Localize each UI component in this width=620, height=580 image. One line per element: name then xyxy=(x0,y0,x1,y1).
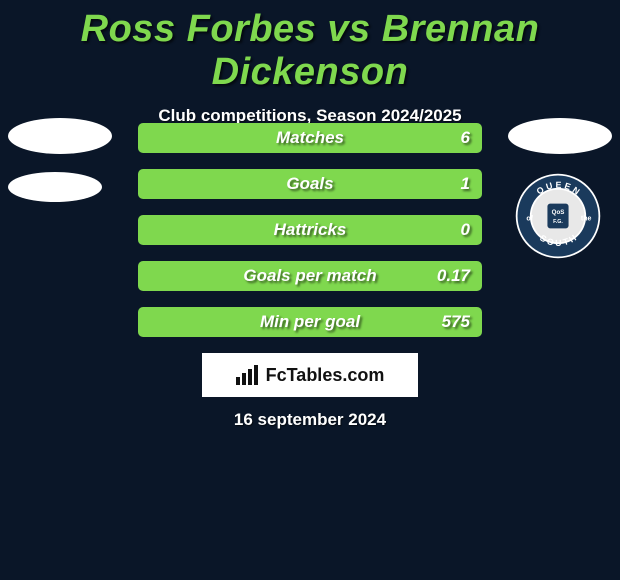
svg-text:QoS: QoS xyxy=(552,209,565,216)
fctables-logo-icon xyxy=(236,365,260,385)
svg-text:F.G.: F.G. xyxy=(553,219,563,225)
stat-bar: Min per goal 575 xyxy=(138,307,482,337)
player-avatar-placeholder xyxy=(508,118,612,154)
stat-bar: Goals per match 0.17 xyxy=(138,261,482,291)
stat-bar-label: Min per goal xyxy=(260,312,360,332)
right-avatar-column: Q U E E N S O U T H of the QoS F.G. xyxy=(508,118,612,260)
stat-bar: Goals 1 xyxy=(138,169,482,199)
comparison-title: Ross Forbes vs Brennan Dickenson xyxy=(0,0,620,94)
queen-of-south-badge-icon: Q U E E N S O U T H of the QoS F.G. xyxy=(508,172,608,260)
left-avatar-column xyxy=(8,118,112,202)
fctables-label: FcTables.com xyxy=(266,365,385,386)
stat-bar-label: Goals xyxy=(286,174,333,194)
stat-bar-value: 0.17 xyxy=(437,266,470,286)
stat-bar-value: 6 xyxy=(461,128,470,148)
stat-bar: Matches 6 xyxy=(138,123,482,153)
fctables-attribution: FcTables.com xyxy=(202,353,418,397)
snapshot-date: 16 september 2024 xyxy=(0,410,620,430)
club-logo-placeholder xyxy=(8,172,102,202)
stat-bar: Hattricks 0 xyxy=(138,215,482,245)
stat-bar-value: 1 xyxy=(461,174,470,194)
svg-text:the: the xyxy=(581,215,592,222)
stat-bars: Matches 6 Goals 1 Hattricks 0 Goals per match 0… xyxy=(138,123,482,337)
svg-text:of: of xyxy=(526,215,533,222)
club-badge-qos: Q U E E N S O U T H of the QoS F.G. xyxy=(508,172,608,260)
player-avatar-placeholder xyxy=(8,118,112,154)
stat-bar-label: Hattricks xyxy=(274,220,347,240)
stat-bar-label: Goals per match xyxy=(243,266,376,286)
stat-bar-value: 575 xyxy=(442,312,470,332)
stat-bar-label: Matches xyxy=(276,128,344,148)
stat-bar-value: 0 xyxy=(461,220,470,240)
